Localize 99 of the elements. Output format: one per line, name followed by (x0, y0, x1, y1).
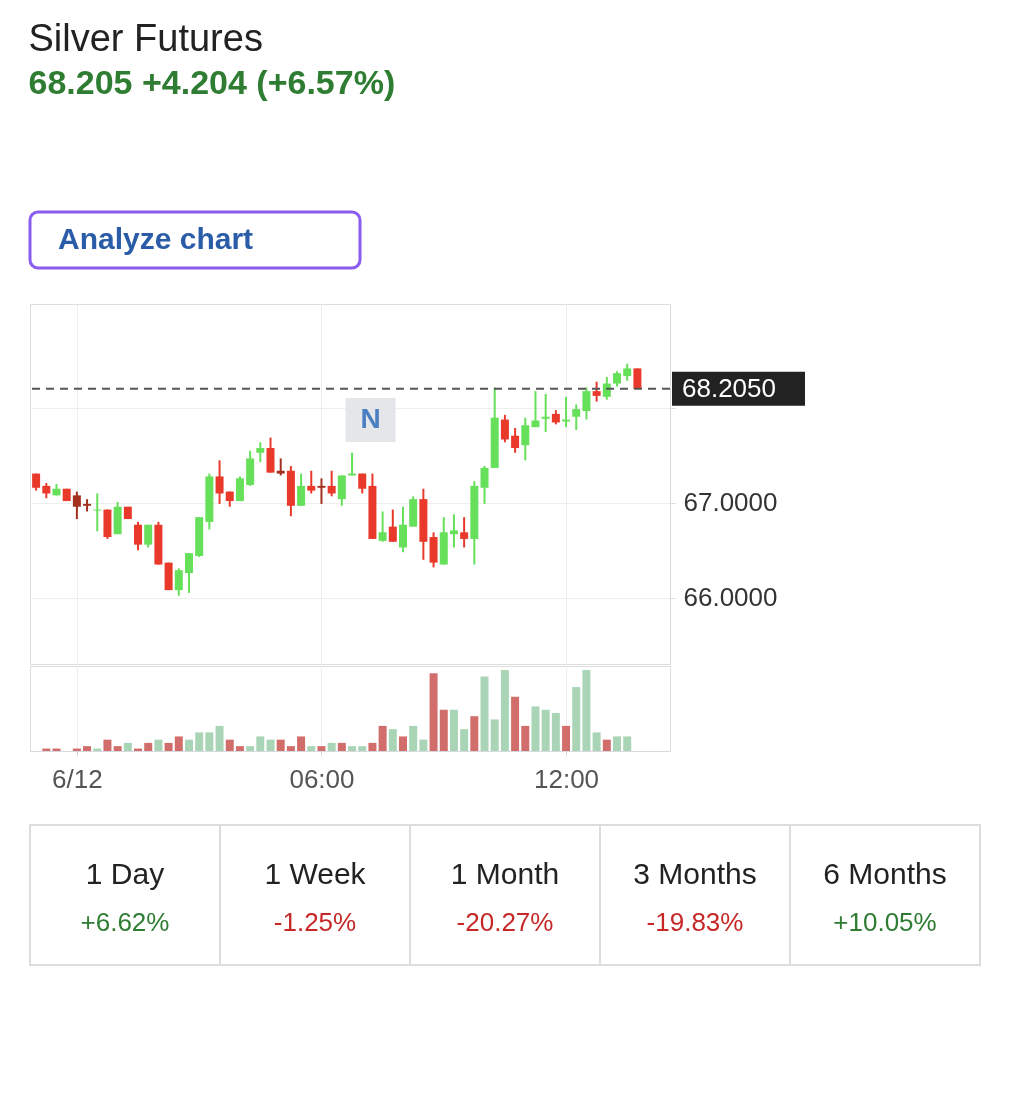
ref-line-label: 68.2050 (682, 372, 776, 403)
candlestick (184, 552, 193, 594)
bar (205, 732, 214, 751)
y-tick-label: 67.0000 (683, 487, 778, 518)
bar (113, 746, 122, 751)
candlestick (460, 516, 469, 549)
bar (429, 673, 438, 751)
chart-title: Silver Futures (28, 16, 263, 59)
bar (307, 746, 316, 751)
bar (623, 736, 632, 751)
bar (551, 712, 560, 751)
y-tick-label: 66.0000 (683, 582, 778, 613)
candlestick (531, 390, 540, 429)
candlestick (582, 386, 591, 421)
category-label: 1 Month (450, 857, 560, 890)
bar (123, 742, 132, 751)
bar (602, 739, 611, 751)
category-label: 1 Day (85, 857, 165, 890)
candlestick (256, 441, 265, 464)
candlestick (235, 475, 244, 503)
bar (531, 706, 540, 751)
category-label: 6 Months (823, 857, 947, 890)
bar (398, 736, 407, 751)
candlestick (572, 403, 581, 431)
bar (225, 739, 234, 751)
candlestick (511, 427, 520, 454)
candlestick (93, 492, 102, 533)
bar (378, 725, 387, 751)
bar (511, 696, 520, 751)
bar (470, 716, 479, 751)
bar (235, 746, 244, 751)
bar (480, 676, 489, 751)
data-label: -19.83% (646, 907, 744, 937)
candlestick (500, 413, 509, 444)
data-label: +6.62% (80, 907, 170, 937)
bar (541, 709, 550, 751)
bar (164, 742, 173, 751)
candlestick (398, 505, 407, 554)
bar (195, 732, 204, 751)
bar (460, 729, 469, 751)
chart-subtitle: 68.205 +4.204 (+6.57%) (28, 62, 396, 101)
candlestick (72, 490, 81, 521)
x-tick-label: 6/12 (52, 763, 103, 794)
candlestick (480, 465, 489, 505)
x-tick-label: 06:00 (289, 763, 355, 794)
x-tick-label: 12:00 (534, 763, 600, 794)
bar (276, 739, 285, 751)
bar (297, 736, 306, 751)
candlestick (541, 393, 550, 433)
bar (521, 725, 530, 751)
candlestick (215, 459, 224, 505)
bar (154, 739, 163, 751)
bar (368, 742, 377, 751)
bar (174, 736, 183, 751)
bar (358, 746, 367, 751)
bar (266, 739, 275, 751)
bar (449, 709, 458, 751)
bar (562, 725, 571, 751)
bar (286, 746, 295, 751)
bar (83, 746, 92, 751)
candlestick (317, 477, 326, 505)
candlestick (449, 513, 458, 549)
bar (246, 746, 255, 751)
bar (500, 670, 509, 751)
text: Analyze chart (58, 222, 254, 255)
bar (582, 670, 591, 751)
data-label: +10.05% (833, 907, 937, 937)
bar (144, 742, 153, 751)
data-label: -20.27% (456, 907, 554, 937)
bar (215, 725, 224, 751)
annotation: N (360, 403, 381, 434)
bar (103, 739, 112, 751)
bar (613, 736, 622, 751)
bar (419, 739, 428, 751)
bar (439, 709, 448, 751)
bar (388, 729, 397, 751)
candlestick (521, 416, 530, 462)
bar (184, 739, 193, 751)
bar (327, 742, 336, 751)
candlestick (297, 472, 306, 507)
data-label: -1.25% (273, 907, 357, 937)
candlestick (174, 567, 183, 597)
bar (337, 742, 346, 751)
bar (592, 732, 601, 751)
candlestick (388, 508, 397, 543)
bar (348, 746, 357, 751)
candlestick (307, 469, 316, 495)
bar (317, 746, 326, 751)
category-label: 1 Week (264, 857, 367, 890)
candlestick (337, 474, 346, 507)
candlestick (592, 380, 601, 403)
bar (490, 719, 499, 751)
category-label: 3 Months (633, 857, 757, 890)
candlestick (327, 469, 336, 498)
bar (409, 725, 418, 751)
bar (572, 687, 581, 751)
candlestick (134, 520, 143, 552)
candlestick (378, 510, 387, 543)
bar (256, 736, 265, 751)
